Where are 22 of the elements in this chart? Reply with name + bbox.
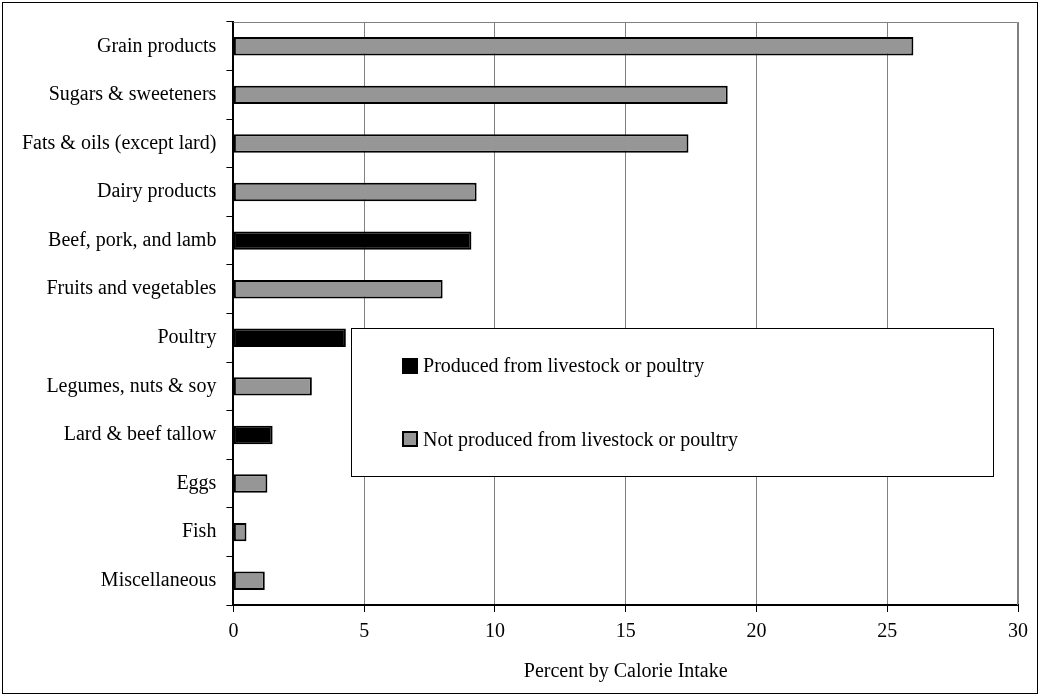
- legend-label: Not produced from livestock or poultry: [423, 427, 739, 451]
- y-tick-label: Poultry: [157, 325, 217, 349]
- y-tick-label: Lard & beef tallow: [63, 422, 217, 445]
- x-tick-label: 10: [484, 619, 505, 642]
- x-tick-label: 25: [877, 619, 898, 642]
- y-tick-label: Fruits and vegetables: [46, 276, 217, 300]
- x-tick-label: 20: [746, 619, 767, 642]
- y-tick-label: Legumes, nuts & soy: [46, 373, 217, 397]
- legend-label: Produced from livestock or poultry: [423, 354, 705, 378]
- y-tick-label: Fish: [181, 519, 217, 542]
- x-tick-label: 0: [228, 619, 239, 642]
- y-tick-label: Miscellaneous: [100, 567, 217, 590]
- x-tick-label: 15: [615, 619, 636, 642]
- y-tick-label: Dairy products: [96, 179, 217, 203]
- x-axis-title: Percent by Calorie Intake: [523, 659, 728, 683]
- y-tick-label: Sugars & sweeteners: [48, 82, 217, 106]
- y-tick-label: Eggs: [176, 470, 217, 494]
- y-tick-label: Beef, pork, and lamb: [48, 227, 217, 251]
- x-tick-label: 5: [359, 619, 370, 642]
- y-tick-label: Grain products: [96, 33, 217, 57]
- y-tick-label: Fats & oils (except lard): [21, 130, 217, 154]
- x-tick-label: 30: [1008, 619, 1028, 642]
